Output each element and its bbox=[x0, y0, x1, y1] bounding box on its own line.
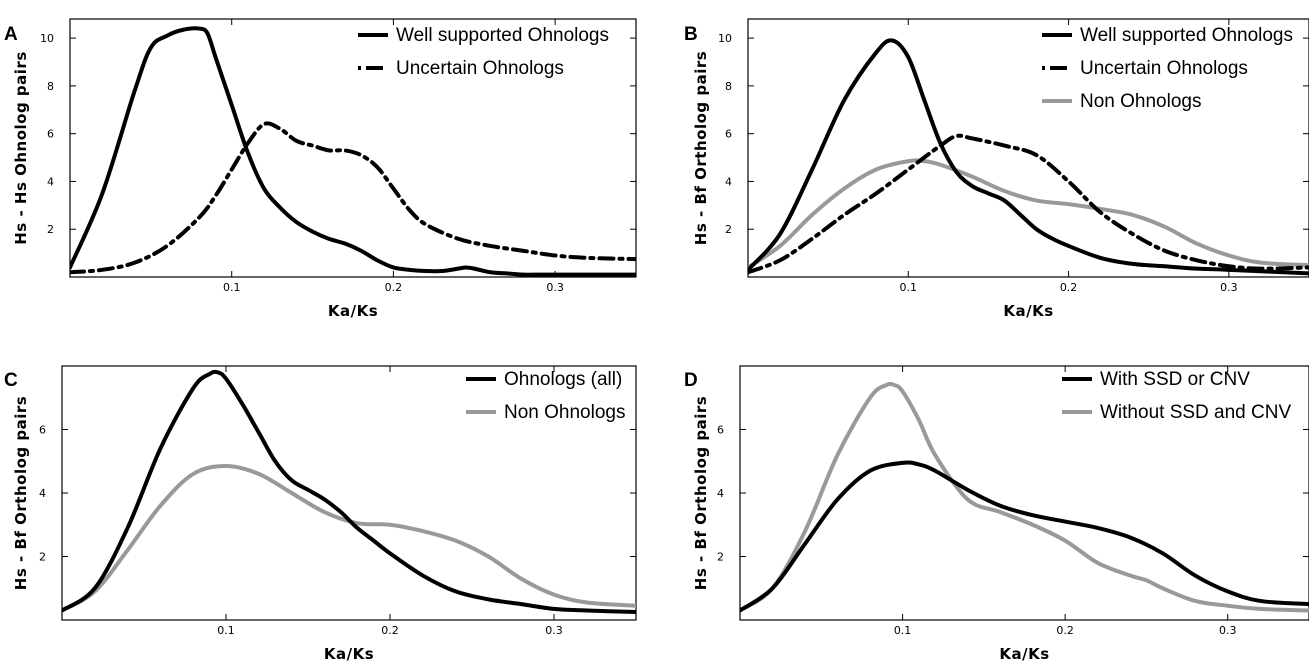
y-tick-label: 6 bbox=[717, 424, 724, 437]
x-axis-title: Ka/Ks bbox=[999, 645, 1049, 663]
legend-entry: Well supported Ohnologs bbox=[396, 25, 609, 46]
y-tick-label: 8 bbox=[725, 80, 732, 93]
x-tick-label: 0.2 bbox=[381, 624, 399, 637]
y-axis-title: Hs - Bf Ortholog pairs bbox=[12, 396, 30, 590]
legend-entry: Well supported Ohnologs bbox=[1080, 25, 1293, 46]
legend: Well supported Ohnologs Uncertain Ohnolog… bbox=[1042, 25, 1293, 112]
y-axis-title: Hs - Hs Ohnolog pairs bbox=[12, 51, 30, 245]
panel-letter: D bbox=[684, 370, 698, 391]
x-axis-title: Ka/Ks bbox=[1003, 302, 1053, 320]
panel-a: A 0.1 0.2 0.3 2 4 6 8 10 Ka/Ks Hs - Hs Ohnolog pai… bbox=[4, 18, 637, 320]
series-line-uncertain-ohnologs bbox=[748, 133, 1309, 275]
series-line-non-ohnologs bbox=[748, 158, 1309, 270]
y-tick-label: 2 bbox=[47, 223, 54, 236]
y-tick-label: 2 bbox=[717, 551, 724, 564]
legend: Ohnologs (all) Non Ohnologs bbox=[466, 369, 625, 423]
y-tick-label: 6 bbox=[725, 128, 732, 141]
panel-d: D 0.1 0.2 0.3 2 4 6 Ka/Ks Hs - Bf Ortholog pairs… bbox=[684, 365, 1309, 663]
y-axis-title: Hs - Bf Ortholog pairs bbox=[692, 396, 710, 590]
y-tick-label: 2 bbox=[39, 551, 46, 564]
y-tick-label: 6 bbox=[47, 128, 54, 141]
plot-frame bbox=[69, 18, 637, 278]
series-line-well-supported-ohnologs bbox=[70, 26, 636, 277]
y-tick-label: 4 bbox=[47, 175, 54, 188]
y-tick-label: 10 bbox=[40, 32, 54, 45]
series-line-uncertain-ohnologs bbox=[70, 121, 636, 275]
x-tick-label: 0.3 bbox=[546, 281, 564, 294]
y-tick-label: 2 bbox=[725, 223, 732, 236]
x-tick-label: 0.2 bbox=[385, 281, 403, 294]
legend: Well supported Ohnologs Uncertain Ohnolog… bbox=[358, 25, 609, 79]
x-axis-title: Ka/Ks bbox=[328, 302, 378, 320]
panel-letter: C bbox=[4, 370, 18, 391]
legend-entry: Non Ohnologs bbox=[1080, 91, 1201, 112]
y-tick-label: 4 bbox=[725, 175, 732, 188]
y-tick-label: 6 bbox=[39, 424, 46, 437]
x-tick-label: 0.2 bbox=[1056, 624, 1074, 637]
series-line-with-ssd-or-cnv bbox=[740, 460, 1309, 613]
panel-letter: A bbox=[4, 24, 18, 45]
x-tick-label: 0.3 bbox=[545, 624, 563, 637]
x-axis-title: Ka/Ks bbox=[324, 645, 374, 663]
x-tick-label: 0.3 bbox=[1220, 281, 1238, 294]
legend: With SSD or CNV Without SSD and CNV bbox=[1062, 369, 1291, 423]
x-tick-label: 0.1 bbox=[217, 624, 235, 637]
x-tick-label: 0.3 bbox=[1219, 624, 1237, 637]
series-line-without-ssd-and-cnv bbox=[740, 381, 1309, 613]
legend-entry: With SSD or CNV bbox=[1100, 369, 1250, 390]
legend-entry: Non Ohnologs bbox=[504, 402, 625, 423]
panel-letter: B bbox=[684, 24, 698, 45]
x-tick-label: 0.1 bbox=[894, 624, 912, 637]
series-line-well-supported-ohnologs bbox=[748, 38, 1309, 276]
legend-entry: Ohnologs (all) bbox=[504, 369, 622, 390]
y-tick-label: 4 bbox=[39, 487, 46, 500]
series-line-non-ohnologs bbox=[62, 464, 636, 613]
y-axis-title: Hs - Bf Ortholog pairs bbox=[692, 51, 710, 245]
panel-c: C 0.1 0.2 0.3 2 4 6 Ka/Ks Hs - Bf Ortholog pairs… bbox=[4, 365, 637, 663]
y-tick-label: 10 bbox=[718, 32, 732, 45]
x-tick-label: 0.2 bbox=[1060, 281, 1078, 294]
x-tick-label: 0.1 bbox=[900, 281, 918, 294]
x-tick-label: 0.1 bbox=[223, 281, 241, 294]
series-line-ohnologs-all bbox=[62, 369, 636, 615]
legend-entry: Without SSD and CNV bbox=[1100, 402, 1291, 423]
y-tick-label: 8 bbox=[47, 80, 54, 93]
y-tick-label: 4 bbox=[717, 487, 724, 500]
legend-entry: Uncertain Ohnologs bbox=[396, 58, 564, 79]
plot-frame bbox=[747, 18, 1309, 278]
legend-entry: Uncertain Ohnologs bbox=[1080, 58, 1248, 79]
panel-b: B 0.1 0.2 0.3 2 4 6 8 10 Ka/Ks Hs - Bf Ortholog pa… bbox=[684, 18, 1309, 320]
